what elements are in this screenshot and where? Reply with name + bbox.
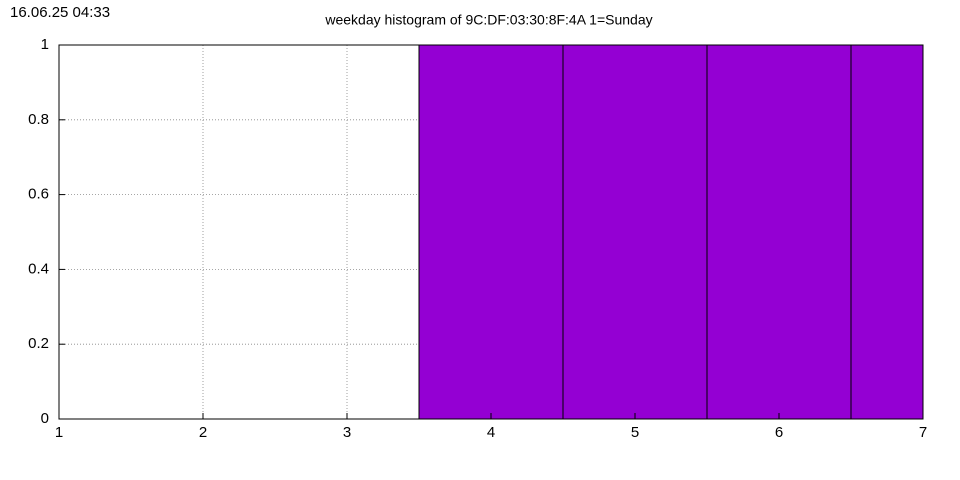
bar: [418, 45, 564, 419]
y-tick-label: 0.2: [28, 335, 49, 352]
bar: [850, 45, 923, 419]
bar: [562, 45, 708, 419]
bar: [706, 45, 852, 419]
timestamp: 16.06.25 04:33: [10, 4, 110, 21]
x-tick-label: 3: [343, 424, 351, 441]
y-tick-label: 0.8: [28, 111, 49, 128]
x-tick-label: 4: [487, 424, 495, 441]
x-tick-label: 5: [631, 424, 639, 441]
y-tick-label: 0.6: [28, 186, 49, 203]
ticks: 0 0.2 0.4 0.6 0.8 1 1 2 3 4 5 6 7: [28, 36, 927, 441]
y-tick-label: 1: [41, 36, 49, 53]
y-tick-label: 0.4: [28, 260, 49, 277]
x-tick-label: 7: [919, 424, 927, 441]
y-tick-label: 0: [41, 410, 49, 427]
bars: [418, 45, 923, 419]
x-tick-label: 2: [199, 424, 207, 441]
x-tick-label: 1: [55, 424, 63, 441]
chart-title: weekday histogram of 9C:DF:03:30:8F:4A 1…: [324, 12, 652, 28]
x-tick-label: 6: [775, 424, 783, 441]
